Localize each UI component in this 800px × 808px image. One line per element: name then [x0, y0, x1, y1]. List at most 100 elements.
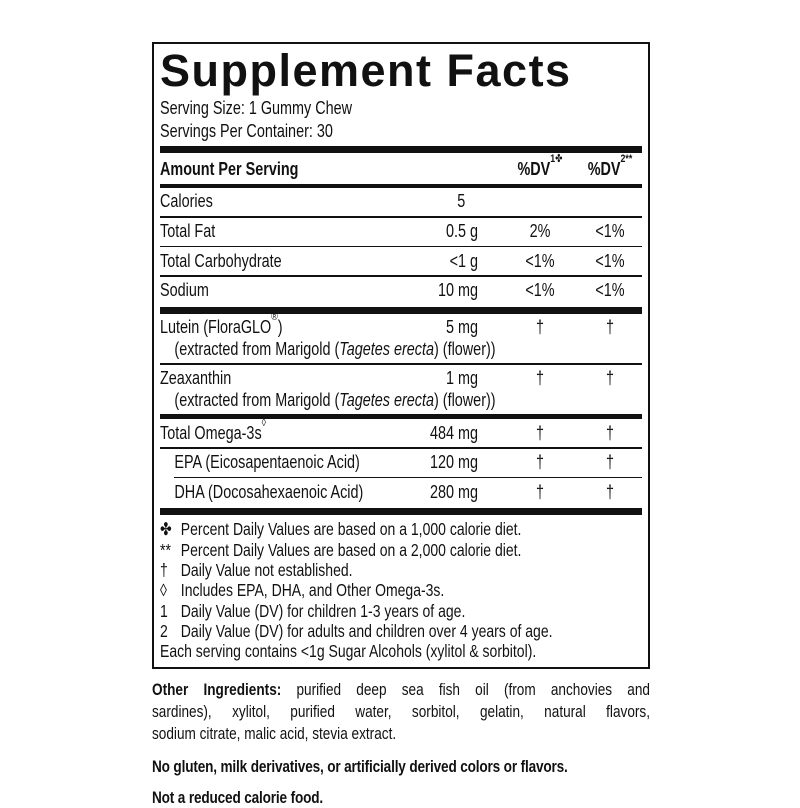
- nutrient-name: Lutein (FloraGLO®): [160, 311, 390, 338]
- nutrient-dv1: †: [535, 452, 544, 473]
- table-row-lutein: Lutein (FloraGLO®) 5 mg † †: [160, 311, 642, 340]
- table-row-dha: DHA (Docosahexaenoic Acid) 280 mg † †: [160, 478, 642, 506]
- source-note-text: (extracted from Marigold (: [174, 390, 340, 411]
- other-ingredients-text: purified deep sea fish oil (from anchovi…: [296, 679, 650, 699]
- supplement-facts-panel: Supplement Facts Serving Size: 1 Gummy C…: [152, 42, 650, 669]
- nutrient-name: Total Carbohydrate: [160, 250, 282, 271]
- footnote-2000-calorie: ** Percent Daily Values are based on a 2…: [160, 540, 642, 560]
- column-header-amount-per-serving: Amount Per Serving: [160, 158, 299, 179]
- column-header-dv2: %DV2**: [578, 153, 642, 180]
- panel-title: Supplement Facts: [160, 45, 572, 96]
- nutrient-name: DHA (Docosahexaenoic Acid): [174, 481, 364, 502]
- dv1-label: %DV: [517, 158, 551, 179]
- nutrient-amount: 5: [457, 191, 466, 212]
- nutrient-amount: 5 mg: [445, 317, 478, 338]
- nutrient-dv1: <1%: [525, 280, 555, 301]
- nutrient-dv2: <1%: [595, 221, 625, 242]
- column-header-dv1: %DV1✤: [502, 153, 578, 180]
- latin-species-name: Tagetes erecta: [339, 339, 434, 360]
- footnote-symbol: ✤: [160, 519, 172, 540]
- footnote-text: Includes EPA, DHA, and Other Omega-3s.: [180, 580, 445, 601]
- nutrient-dv2: <1%: [595, 280, 625, 301]
- dv2-label: %DV: [587, 158, 621, 179]
- divider-thick: [160, 145, 642, 153]
- table-row-total-omega3: Total Omega-3s◊ 484 mg † †: [160, 417, 642, 447]
- other-ingredients-line-3: sodium citrate, malic acid, stevia extra…: [152, 724, 397, 744]
- divider-medium: [160, 183, 642, 188]
- allergen-note: No gluten, milk derivatives, or artifici…: [152, 756, 568, 776]
- nutrient-dv2: <1%: [595, 250, 625, 271]
- nutrient-name: Calories: [160, 191, 213, 212]
- footnote-symbol: **: [160, 539, 171, 560]
- nutrient-amount: 1 mg: [445, 368, 478, 389]
- nutrient-name: Zeaxanthin: [160, 368, 232, 389]
- footnote-symbol: 2: [160, 620, 168, 641]
- table-row-sodium: Sodium 10 mg <1% <1%: [160, 277, 642, 305]
- table-row-zeaxanthin: Zeaxanthin 1 mg † †: [160, 365, 642, 391]
- nutrient-dv2: †: [605, 481, 614, 502]
- table-row-total-carbohydrate: Total Carbohydrate <1 g <1% <1%: [160, 247, 642, 275]
- footnote-text: Daily Value (DV) for adults and children…: [180, 620, 553, 641]
- nutrient-amount: 484 mg: [429, 422, 478, 443]
- calorie-note: Not a reduced calorie food.: [152, 787, 323, 807]
- divider-hairline-indented: [174, 476, 642, 479]
- nutrient-dv1: †: [535, 317, 544, 338]
- nutrient-dv1: 2%: [529, 221, 551, 242]
- nutrient-dv2: †: [605, 368, 614, 389]
- divider-thick: [160, 508, 642, 516]
- nutrient-dv1: †: [535, 368, 544, 389]
- footnote-symbol: †: [160, 560, 168, 581]
- serving-size: Serving Size: 1 Gummy Chew: [160, 98, 353, 119]
- latin-species-name: Tagetes erecta: [339, 390, 434, 411]
- footnote-symbol: ◊: [160, 580, 167, 601]
- nutrient-dv1: <1%: [525, 250, 555, 271]
- nutrient-name: Sodium: [160, 280, 209, 301]
- nutrient-name: Total Fat: [160, 221, 216, 242]
- nutrient-name-close: ): [277, 317, 283, 338]
- divider-hairline: [160, 245, 642, 248]
- footnote-text: Percent Daily Values are based on a 2,00…: [180, 539, 522, 560]
- supplement-label: Supplement Facts Serving Size: 1 Gummy C…: [152, 42, 650, 808]
- nutrient-name: EPA (Eicosapentaenoic Acid): [174, 452, 360, 473]
- footnote-text: Daily Value (DV) for children 1-3 years …: [180, 600, 466, 621]
- table-row-calories: Calories 5: [160, 188, 642, 216]
- footnote-daily-value: † Daily Value not established.: [160, 560, 642, 580]
- nutrient-amount: 0.5 g: [445, 221, 478, 242]
- footnote-1000-calorie: ✤ Percent Daily Values are based on a 1,…: [160, 519, 642, 539]
- nutrient-dv2: †: [605, 317, 614, 338]
- table-header-row: Amount Per Serving %DV1✤ %DV2**: [160, 153, 642, 184]
- footnote-children: 1 Daily Value (DV) for children 1-3 year…: [160, 601, 642, 621]
- table-row-total-fat: Total Fat 0.5 g 2% <1%: [160, 218, 642, 246]
- nutrient-name-text: Total Omega-3s: [160, 422, 262, 443]
- other-ingredients-line-1: Other Ingredients: purified deep sea fis…: [152, 679, 650, 701]
- footnote-adults: 2 Daily Value (DV) for adults and childr…: [160, 621, 642, 641]
- source-note-text: (extracted from Marigold (: [174, 339, 340, 360]
- divider-hairline: [160, 447, 642, 449]
- footnotes: ✤ Percent Daily Values are based on a 1,…: [160, 519, 642, 661]
- other-ingredients-line-2: sardines), xylitol, purified water, sorb…: [152, 701, 650, 721]
- footnote-text: Each serving contains <1g Sugar Alcohols…: [160, 641, 537, 662]
- lutein-source-note: (extracted from Marigold (Tagetes erecta…: [160, 339, 656, 363]
- footnote-omega-includes: ◊ Includes EPA, DHA, and Other Omega-3s.: [160, 580, 642, 600]
- nutrient-dv2: †: [605, 422, 614, 443]
- nutrient-name-text: Lutein (FloraGLO: [160, 317, 272, 338]
- nutrient-name: Total Omega-3s◊: [160, 417, 390, 444]
- other-ingredients-paragraph: Other Ingredients: purified deep sea fis…: [152, 679, 650, 746]
- nutrient-amount: 280 mg: [429, 481, 478, 502]
- source-note-close: ) (flower)): [433, 390, 496, 411]
- footnote-text: Percent Daily Values are based on a 1,00…: [180, 519, 522, 540]
- footnote-sugar-alcohols: Each serving contains <1g Sugar Alcohols…: [160, 641, 642, 661]
- divider-thick: [160, 306, 642, 314]
- lozenge-superscript: ◊: [261, 416, 266, 429]
- zeaxanthin-source-note: (extracted from Marigold (Tagetes erecta…: [160, 390, 656, 414]
- below-panel-text: Other Ingredients: purified deep sea fis…: [152, 679, 650, 808]
- source-note-close: ) (flower)): [433, 339, 496, 360]
- footnote-symbol: 1: [160, 600, 168, 621]
- footnote-text: Daily Value not established.: [180, 560, 353, 581]
- nutrient-dv1: †: [535, 481, 544, 502]
- nutrient-amount: 120 mg: [429, 452, 478, 473]
- divider-medium: [160, 414, 642, 420]
- other-ingredients-label: Other Ingredients:: [152, 679, 282, 699]
- nutrient-amount: 10 mg: [437, 280, 478, 301]
- servings-per-container: Servings Per Container: 30: [160, 120, 333, 141]
